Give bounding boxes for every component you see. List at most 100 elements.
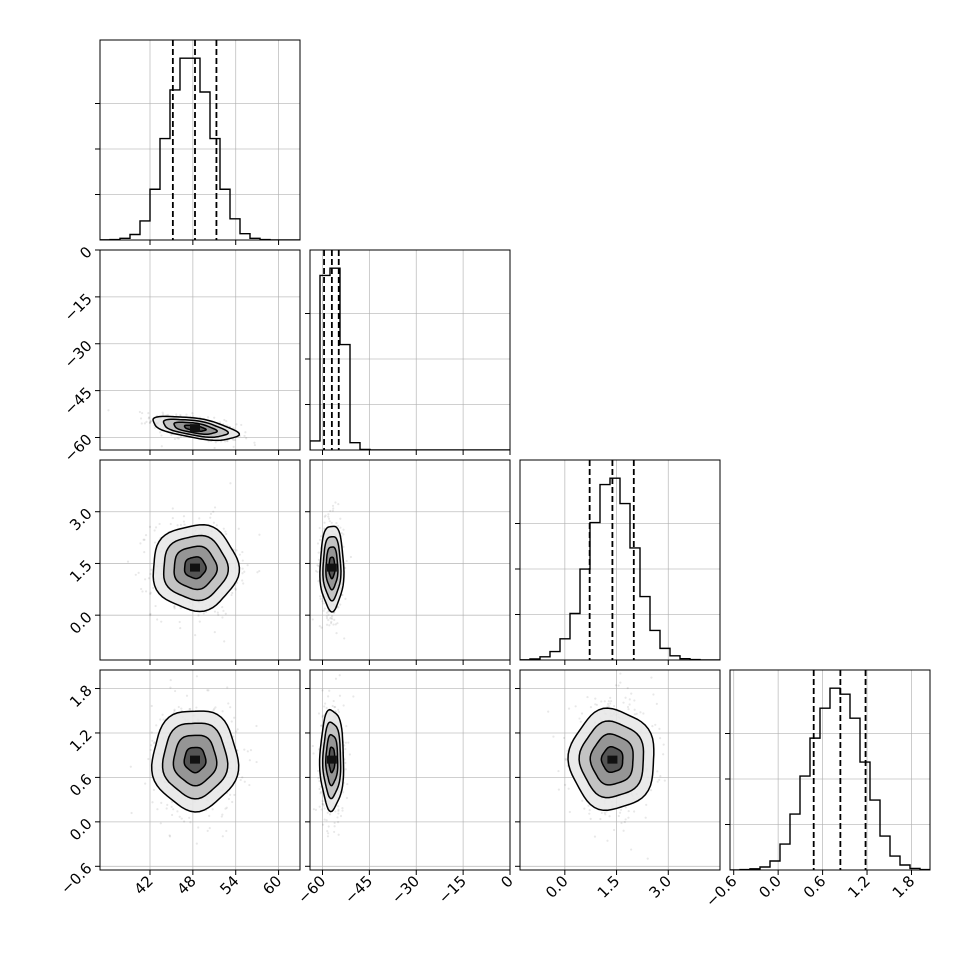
panel-plot-area [730,670,930,870]
scatter-point [107,409,110,412]
x-tick-label: 0.0 [755,872,785,902]
panel-plot-area [100,670,300,870]
scatter-point [347,741,350,744]
scatter-point [578,717,581,720]
scatter-point [619,808,623,811]
scatter-point [318,526,321,530]
scatter-point [335,632,338,635]
scatter-point [344,566,347,570]
scatter-point [160,434,163,437]
scatter-point [255,724,258,728]
scatter-point [216,611,219,614]
scatter-point [229,482,232,485]
scatter-point [248,783,251,787]
scatter-point [169,678,172,682]
scatter-point [144,590,148,593]
scatter-point [208,827,211,830]
x-tick-label: 60 [259,872,285,898]
scatter-point [182,520,186,523]
scatter-point [319,535,323,538]
scatter-point [612,704,616,708]
scatter-point [231,800,234,804]
panel-3-0: −0.6 0.0 0.6 1.2 1.8 42 48 54 60 [57,669,301,898]
contour-line-2 [589,733,634,786]
scatter-point [208,814,211,817]
scatter-point [143,538,146,541]
scatter-point [321,803,324,806]
scatter-point [138,410,141,414]
scatter-point [344,741,347,744]
scatter-point [316,542,320,545]
scatter-point [149,613,152,617]
scatter-point [159,431,162,434]
scatter-point [552,735,555,738]
scatter-point [141,590,144,593]
scatter-point [568,810,571,814]
scatter-point [624,806,627,809]
scatter-point [223,418,226,422]
scatter-point [207,689,210,692]
scatter-point [327,832,330,835]
scatter-point [162,718,165,721]
scatter-point [141,411,144,415]
scatter-point [626,686,629,690]
scatter-point [211,808,214,811]
scatter-point [630,848,633,851]
scatter-point [169,686,172,689]
panel-frame [99,669,301,871]
scatter-point [332,623,335,626]
scatter-point [607,700,610,703]
scatter-point [325,617,329,620]
histogram-p1 [310,267,510,450]
scatter-point [589,706,593,709]
scatter-point [241,550,244,554]
scatter-point [174,689,177,693]
scatter-point [557,788,560,791]
scatter-point [149,591,152,594]
scatter-point [161,411,164,414]
scatter-point [327,515,330,518]
panel-2-1 [305,459,511,665]
scatter-point [215,524,218,527]
scatter-point [243,748,246,751]
x-tick-label: 1.8 [889,872,919,902]
scatter-point [334,710,337,713]
scatter-point [311,744,314,748]
scatter-point [328,624,331,627]
contour-line-1 [162,534,230,602]
panel-0-0 [95,39,301,245]
scatter-point [557,769,560,773]
scatter-point [627,708,630,711]
contour-line-2 [173,421,219,436]
scatter-point [221,813,224,816]
scatter-point [222,609,225,612]
scatter-point [323,705,326,708]
panel-3-3: −0.6 0.0 0.6 1.2 1.8 [702,669,931,911]
panel-frame [99,459,301,661]
scatter-point [644,816,647,819]
scatter-point [152,742,156,745]
scatter-point [147,417,150,420]
scatter-point [242,582,245,585]
scatter-point [344,768,347,771]
scatter-point [142,538,145,541]
scatter-point [581,799,584,802]
scatter-point [221,835,224,838]
scatter-point [627,816,630,819]
scatter-point [567,787,570,790]
scatter-point [344,597,347,600]
scatter-point [333,618,336,621]
scatter-point [246,750,249,753]
y-tick-label: 3.0 [66,505,96,535]
scatter-point [642,712,645,715]
scatter-point [229,706,232,709]
scatter-point [173,604,176,608]
scatter-point [179,627,182,630]
scatter-point [317,551,320,554]
scatter-point [344,761,347,765]
y-tick-label: 1.8 [66,681,96,711]
scatter-point [152,586,155,590]
contour-line-2 [173,545,218,591]
scatter-point [153,529,156,532]
scatter-point [656,770,659,773]
